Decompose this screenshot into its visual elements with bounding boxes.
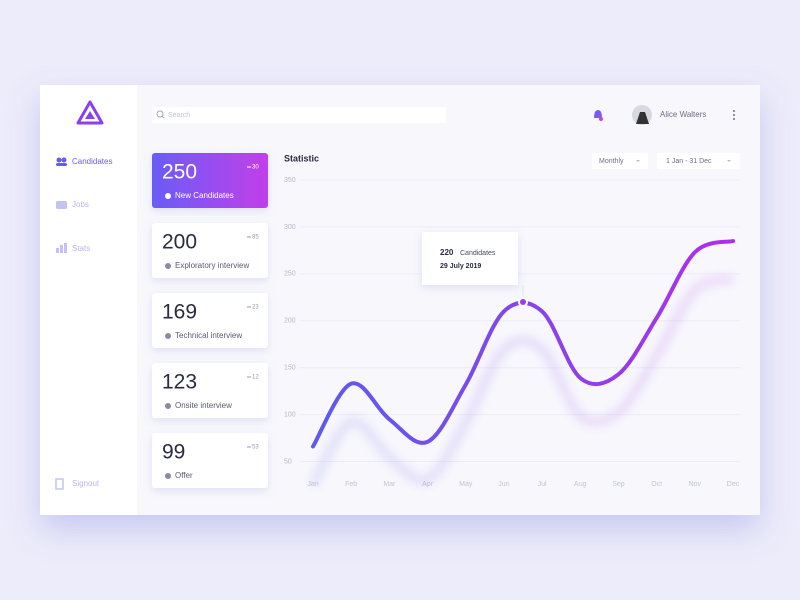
tooltip-label: Candidates — [460, 250, 496, 257]
card-icon — [165, 403, 171, 409]
card-icon — [165, 263, 171, 269]
notifications[interactable] — [594, 110, 603, 121]
x-tick-label: Mar — [383, 481, 396, 488]
sidebar — [40, 85, 137, 515]
period-filter[interactable]: Monthly — [592, 153, 648, 169]
card-change: 30 — [252, 165, 259, 171]
card-icon — [165, 473, 171, 479]
nav-stats[interactable]: Stats — [56, 243, 90, 253]
card-bg — [152, 153, 268, 208]
tooltip-value: 220 — [440, 248, 454, 257]
card-value: 99 — [162, 441, 185, 464]
search-box[interactable]: Search — [152, 107, 446, 123]
card-value: 169 — [162, 301, 197, 324]
card-value: 200 — [162, 231, 197, 254]
signout-label[interactable]: Signout — [72, 479, 100, 488]
card-bg — [152, 433, 268, 488]
stat-cards: 250 New Candidates 30 200 Exploratory interv… — [152, 153, 268, 488]
card-icon — [165, 333, 171, 339]
x-tick-label: May — [459, 481, 473, 488]
y-tick-label: 50 — [284, 458, 292, 465]
card-bg — [152, 293, 268, 348]
x-tick-label: Feb — [345, 481, 357, 488]
y-tick-label: 200 — [284, 318, 296, 325]
signout[interactable]: Signout — [55, 478, 100, 490]
card-label: New Candidates — [175, 191, 234, 200]
line-shadow — [310, 276, 734, 487]
card-change: 12 — [252, 375, 259, 381]
x-tick-label: Jul — [538, 481, 547, 488]
chart-title: Statistic — [284, 153, 319, 163]
user[interactable]: Alice Walters — [632, 105, 706, 125]
card-bg — [152, 363, 268, 418]
x-tick-label: Sep — [612, 481, 625, 488]
logo — [76, 100, 104, 125]
card-change: 53 — [252, 445, 259, 451]
card-change: 85 — [252, 235, 259, 241]
x-tick-label: Aug — [574, 481, 587, 488]
card-value: 123 — [162, 371, 197, 394]
y-tick-label: 150 — [284, 365, 296, 372]
stat-card[interactable]: 169 Technical interview 23 — [152, 293, 268, 348]
nav-label[interactable]: Jobs — [72, 200, 89, 209]
stat-card[interactable]: 200 Exploratory interview 85 — [152, 223, 268, 278]
x-tick-label: Jun — [498, 481, 509, 488]
card-icon — [165, 193, 171, 199]
card-label: Exploratory interview — [175, 261, 249, 270]
tooltip-date: 29 July 2019 — [440, 263, 481, 270]
search-placeholder[interactable]: Search — [168, 112, 190, 119]
filter-label[interactable]: Monthly — [599, 158, 624, 165]
menu[interactable] — [733, 110, 735, 120]
filter-label[interactable]: 1 Jan - 31 Dec — [666, 158, 712, 165]
nav-label[interactable]: Candidates — [72, 157, 112, 166]
card-label: Technical interview — [175, 331, 242, 340]
stat-card[interactable]: 99 Offer 53 — [152, 433, 268, 488]
card-label: Offer — [175, 471, 193, 480]
nav-label[interactable]: Stats — [72, 244, 90, 253]
y-tick-label: 100 — [284, 411, 296, 418]
annotation-point — [518, 297, 528, 307]
card-label: Onsite interview — [175, 401, 232, 410]
card-value: 250 — [162, 161, 197, 184]
x-tick-label: Oct — [651, 481, 662, 488]
date-filter[interactable]: 1 Jan - 31 Dec — [657, 153, 740, 169]
user-name[interactable]: Alice Walters — [660, 110, 706, 119]
card-bg — [152, 223, 268, 278]
app-window — [40, 85, 760, 515]
card-change: 23 — [252, 305, 259, 311]
stat-card[interactable]: 123 Onsite interview 12 — [152, 363, 268, 418]
x-tick-label: Apr — [422, 481, 434, 488]
y-tick-label: 250 — [284, 271, 296, 278]
y-tick-label: 300 — [284, 224, 296, 231]
tooltip: 220 Candidates 29 July 2019 — [422, 232, 518, 285]
stat-card[interactable]: 250 New Candidates 30 — [152, 153, 268, 208]
nav-candidates[interactable]: Candidates — [56, 157, 112, 166]
y-tick-label: 350 — [284, 177, 296, 184]
x-tick-label: Nov — [689, 481, 702, 488]
x-tick-label: Dec — [727, 481, 740, 488]
nav-jobs[interactable]: Jobs — [56, 200, 89, 209]
